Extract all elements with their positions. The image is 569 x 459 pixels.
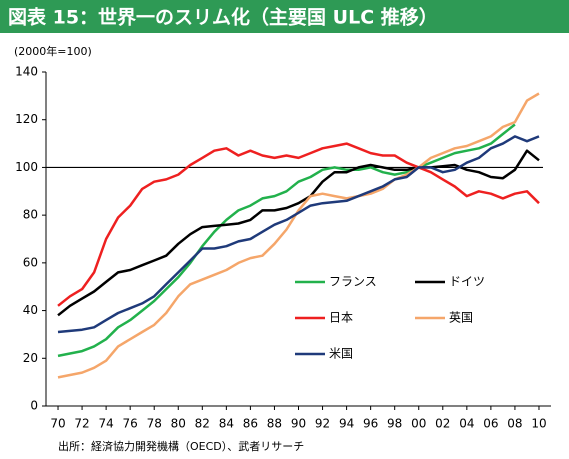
x-tick-label: 72 [74, 417, 89, 431]
y-tick-label: 140 [15, 65, 38, 79]
series-line [57, 123, 516, 358]
y-tick-label: 80 [23, 208, 38, 222]
x-tick-label: 76 [123, 417, 138, 431]
y-tick-label: 120 [15, 112, 38, 126]
y-tick-label: 20 [23, 351, 38, 365]
x-tick-label: 00 [411, 417, 426, 431]
x-tick-label: 10 [531, 417, 546, 431]
source: 出所：経済協力開発機構（OECD）、武者リサーチ [58, 439, 304, 453]
x-tick-label: 94 [339, 417, 354, 431]
x-tick-label: 78 [147, 417, 162, 431]
x-tick-label: 88 [267, 417, 282, 431]
x-tick-label: 80 [171, 417, 186, 431]
series-line [57, 149, 540, 317]
x-tick-label: 70 [50, 417, 65, 431]
series-line [57, 142, 540, 307]
x-tick-label: 90 [291, 417, 306, 431]
x-tick-label: 84 [219, 417, 234, 431]
title-bar [0, 0, 569, 33]
series-line [57, 135, 540, 334]
x-tick-label: 74 [98, 417, 113, 431]
x-tick-label: 92 [315, 417, 330, 431]
series-line [57, 92, 540, 379]
y-tick-label: 60 [23, 255, 38, 269]
x-tick-label: 86 [243, 417, 258, 431]
chart-title: 図表 15：世界一のスリム化（主要国 ULC 推移） [8, 6, 438, 29]
x-tick-label: 06 [483, 417, 498, 431]
y-tick-label: 40 [23, 303, 38, 317]
y-tick-label: 0 [30, 399, 38, 413]
legend-label: フランス [329, 275, 377, 289]
legend-label: 英国 [449, 311, 473, 325]
x-tick-label: 02 [435, 417, 450, 431]
legend-label: ドイツ [449, 275, 485, 289]
x-tick-label: 08 [507, 417, 522, 431]
x-tick-label: 04 [459, 417, 474, 431]
legend-label: 日本 [329, 311, 353, 325]
x-tick-label: 82 [195, 417, 210, 431]
legend-label: 米国 [329, 347, 353, 361]
x-tick-label: 96 [363, 417, 378, 431]
unit-label: (2000年=100) [14, 44, 92, 58]
x-tick-label: 98 [387, 417, 402, 431]
y-tick-label: 100 [15, 160, 38, 174]
